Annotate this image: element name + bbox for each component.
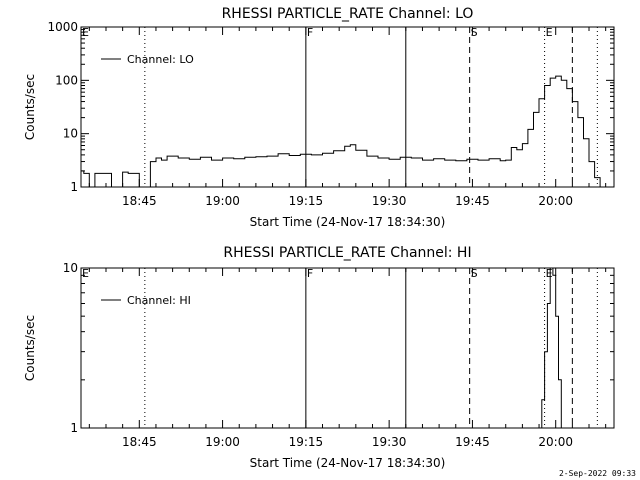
x-tick-label: 18:45: [122, 194, 157, 208]
y-axis-label: Counts/sec: [23, 315, 37, 381]
event-line-label: S: [471, 26, 478, 39]
y-tick-label: 10: [63, 261, 78, 275]
plot-frame: [80, 267, 615, 429]
event-line-label: E: [546, 26, 553, 39]
event-line-label: F: [307, 267, 313, 280]
chart-title: RHESSI PARTICLE_RATE Channel: HI: [223, 245, 471, 261]
event-line-label: E: [546, 267, 553, 280]
x-tick-label: 19:15: [289, 194, 324, 208]
x-axis-label: Start Time (24-Nov-17 18:34:30): [250, 456, 446, 470]
x-tick-label: 20:00: [538, 194, 573, 208]
y-tick-label: 10: [63, 127, 78, 141]
x-tick-label: 20:00: [538, 435, 573, 449]
event-line-label: E: [82, 267, 89, 280]
event-line-label: F: [307, 26, 313, 39]
y-axis-label: Counts/sec: [23, 74, 37, 140]
y-tick-label: 1: [70, 421, 78, 435]
y-tick-label: 1: [70, 180, 78, 194]
x-tick-label: 19:00: [205, 194, 240, 208]
x-tick-label: 18:45: [122, 435, 157, 449]
y-tick-label: 1000: [47, 20, 78, 34]
x-axis-label: Start Time (24-Nov-17 18:34:30): [250, 215, 446, 229]
series-line: [81, 75, 601, 188]
event-line-label: E: [82, 26, 89, 39]
x-tick-label: 19:30: [372, 435, 407, 449]
event-line-label: S: [471, 267, 478, 280]
y-tick-label: 100: [55, 73, 78, 87]
footer-timestamp: 2-Sep-2022 09:33: [558, 469, 636, 478]
x-tick-label: 19:45: [455, 435, 490, 449]
x-tick-label: 19:00: [205, 435, 240, 449]
x-tick-label: 19:30: [372, 194, 407, 208]
series-line: [539, 267, 562, 429]
plot-frame: [80, 26, 615, 188]
chart-title: RHESSI PARTICLE_RATE Channel: LO: [222, 6, 474, 22]
x-tick-label: 19:15: [289, 435, 324, 449]
legend-label: Channel: LO: [127, 53, 194, 66]
legend-label: Channel: HI: [127, 294, 191, 307]
x-tick-label: 19:45: [455, 194, 490, 208]
